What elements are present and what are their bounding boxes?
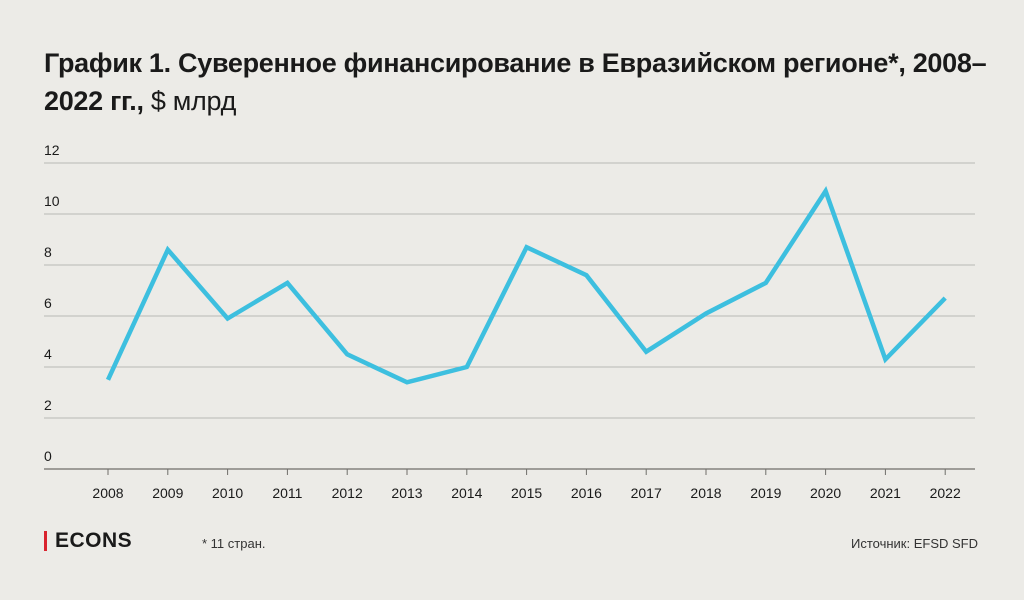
x-tick-label-2014: 2014 xyxy=(451,485,482,501)
logo-text: ECONS xyxy=(55,529,133,552)
x-tick-label-2020: 2020 xyxy=(810,485,841,501)
x-tick-label-2013: 2013 xyxy=(391,485,422,501)
chart-title-unit: $ млрд xyxy=(143,86,237,116)
x-tick-label-2012: 2012 xyxy=(332,485,363,501)
chart-title-main: График 1. Суверенное финансирование в Ев… xyxy=(44,48,987,116)
x-tick-label-2019: 2019 xyxy=(750,485,781,501)
x-tick-label-2009: 2009 xyxy=(152,485,183,501)
y-tick-label-8: 8 xyxy=(44,244,52,260)
logo-accent-bar xyxy=(44,531,47,551)
x-tick-label-2016: 2016 xyxy=(571,485,602,501)
y-tick-label-0: 0 xyxy=(44,448,52,464)
x-tick-label-2008: 2008 xyxy=(92,485,123,501)
x-tick-label-2011: 2011 xyxy=(272,485,302,501)
y-tick-label-4: 4 xyxy=(44,346,52,362)
series-line-0 xyxy=(105,186,947,385)
x-tick-label-2017: 2017 xyxy=(631,485,662,501)
chart-title: График 1. Суверенное финансирование в Ев… xyxy=(44,44,994,120)
x-tick-label-2015: 2015 xyxy=(511,485,542,501)
y-tick-label-6: 6 xyxy=(44,295,52,311)
x-tick-label-2021: 2021 xyxy=(870,485,901,501)
x-tick-label-2022: 2022 xyxy=(930,485,961,501)
footnote: * 11 стран. xyxy=(202,536,266,551)
x-tick-label-2018: 2018 xyxy=(690,485,721,501)
econs-logo: ECONS xyxy=(44,529,132,553)
y-tick-label-10: 10 xyxy=(44,193,60,209)
y-tick-label-12: 12 xyxy=(44,142,60,158)
source-note: Источник: EFSD SFD xyxy=(850,536,978,551)
x-tick-label-2010: 2010 xyxy=(212,485,243,501)
y-tick-label-2: 2 xyxy=(44,397,52,413)
